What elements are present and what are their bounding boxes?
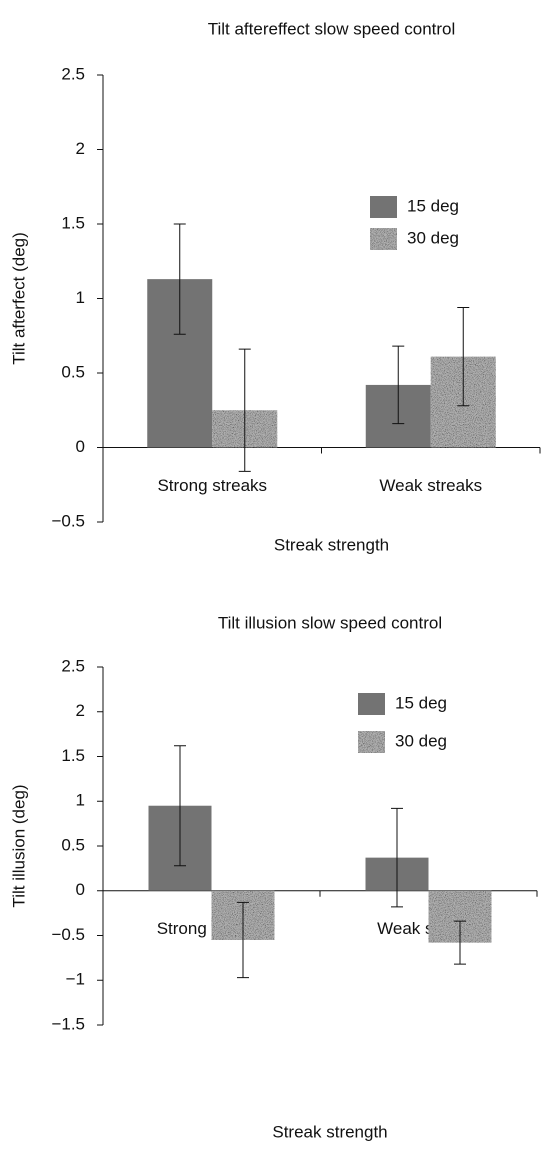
y-tick-label: 0 <box>76 880 85 899</box>
legend-swatch <box>358 731 385 753</box>
y-tick-label: 2 <box>76 139 85 158</box>
chart-title: Tilt illusion slow speed control <box>218 613 442 632</box>
x-axis-label: Streak strength <box>274 535 389 554</box>
x-axis-label: Streak strength <box>272 1122 387 1141</box>
legend-label: 30 deg <box>395 731 447 750</box>
y-tick-label: −1.5 <box>51 1014 85 1033</box>
error-bar <box>237 901 249 979</box>
y-tick-label: 2.5 <box>61 656 85 675</box>
y-tick-label: 0.5 <box>61 835 85 854</box>
legend-label: 15 deg <box>395 693 447 712</box>
chart-title: Tilt aftereffect slow speed control <box>208 19 456 38</box>
error-bar <box>454 920 466 965</box>
error-bar <box>173 223 186 335</box>
y-tick-label: 1 <box>76 791 85 810</box>
x-tick-label: Weak streaks <box>379 476 482 495</box>
x-tick-label: Strong streaks <box>157 476 267 495</box>
error-bar <box>238 348 251 472</box>
y-tick-label: −0.5 <box>51 925 85 944</box>
error-bar <box>174 745 186 867</box>
error-bar <box>392 345 405 425</box>
y-tick-label: −1 <box>66 970 85 989</box>
y-tick-label: −0.5 <box>51 511 85 530</box>
legend-swatch <box>370 196 397 218</box>
y-tick-label: 2 <box>76 701 85 720</box>
legend-label: 30 deg <box>407 228 459 247</box>
y-tick-label: 1.5 <box>61 213 85 232</box>
y-axis-label: Tilt afterfect (deg) <box>9 232 28 365</box>
y-tick-label: 2.5 <box>61 64 85 83</box>
error-bar <box>391 807 403 908</box>
error-bar <box>457 306 470 407</box>
legend-label: 15 deg <box>407 196 459 215</box>
y-tick-label: 1 <box>76 288 85 307</box>
y-axis-label: Tilt illusion (deg) <box>9 784 28 907</box>
legend-swatch <box>370 228 397 250</box>
legend-swatch <box>358 693 385 715</box>
y-tick-label: 0.5 <box>61 362 85 381</box>
y-tick-label: 1.5 <box>61 746 85 765</box>
y-tick-label: 0 <box>76 437 85 456</box>
